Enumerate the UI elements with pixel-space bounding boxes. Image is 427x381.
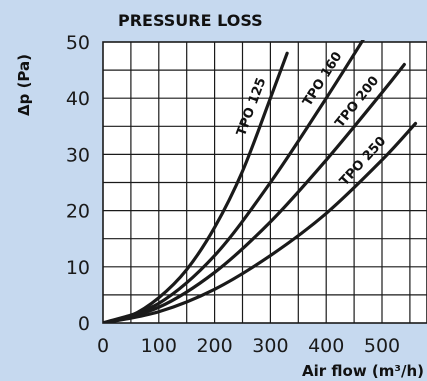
y-tick-labels: 0 10 20 30 40 50 (66, 32, 90, 335)
y-tick-label: 0 (78, 313, 90, 335)
grid (103, 42, 427, 323)
y-tick-label: 20 (66, 201, 90, 223)
chart-title: PRESSURE LOSS (118, 11, 263, 30)
y-tick-label: 40 (66, 88, 90, 110)
x-tick-label: 0 (97, 335, 109, 357)
x-tick-label: 400 (308, 335, 344, 357)
series-line (103, 121, 418, 323)
series-line (103, 40, 365, 323)
x-tick-label: 100 (141, 335, 177, 357)
y-tick-label: 50 (66, 32, 90, 54)
x-tick-labels: 0 100 200 300 400 500 (97, 335, 400, 357)
x-tick-label: 300 (252, 335, 288, 357)
x-tick-label: 200 (196, 335, 232, 357)
x-tick-label: 500 (364, 335, 400, 357)
y-tick-label: 10 (66, 257, 90, 279)
series-lines (103, 40, 418, 323)
x-axis-label: Air flow (m³/h) (302, 362, 424, 380)
y-tick-label: 30 (66, 144, 90, 166)
series-line (103, 62, 406, 323)
y-axis-label: Δp (Pa) (15, 54, 33, 116)
